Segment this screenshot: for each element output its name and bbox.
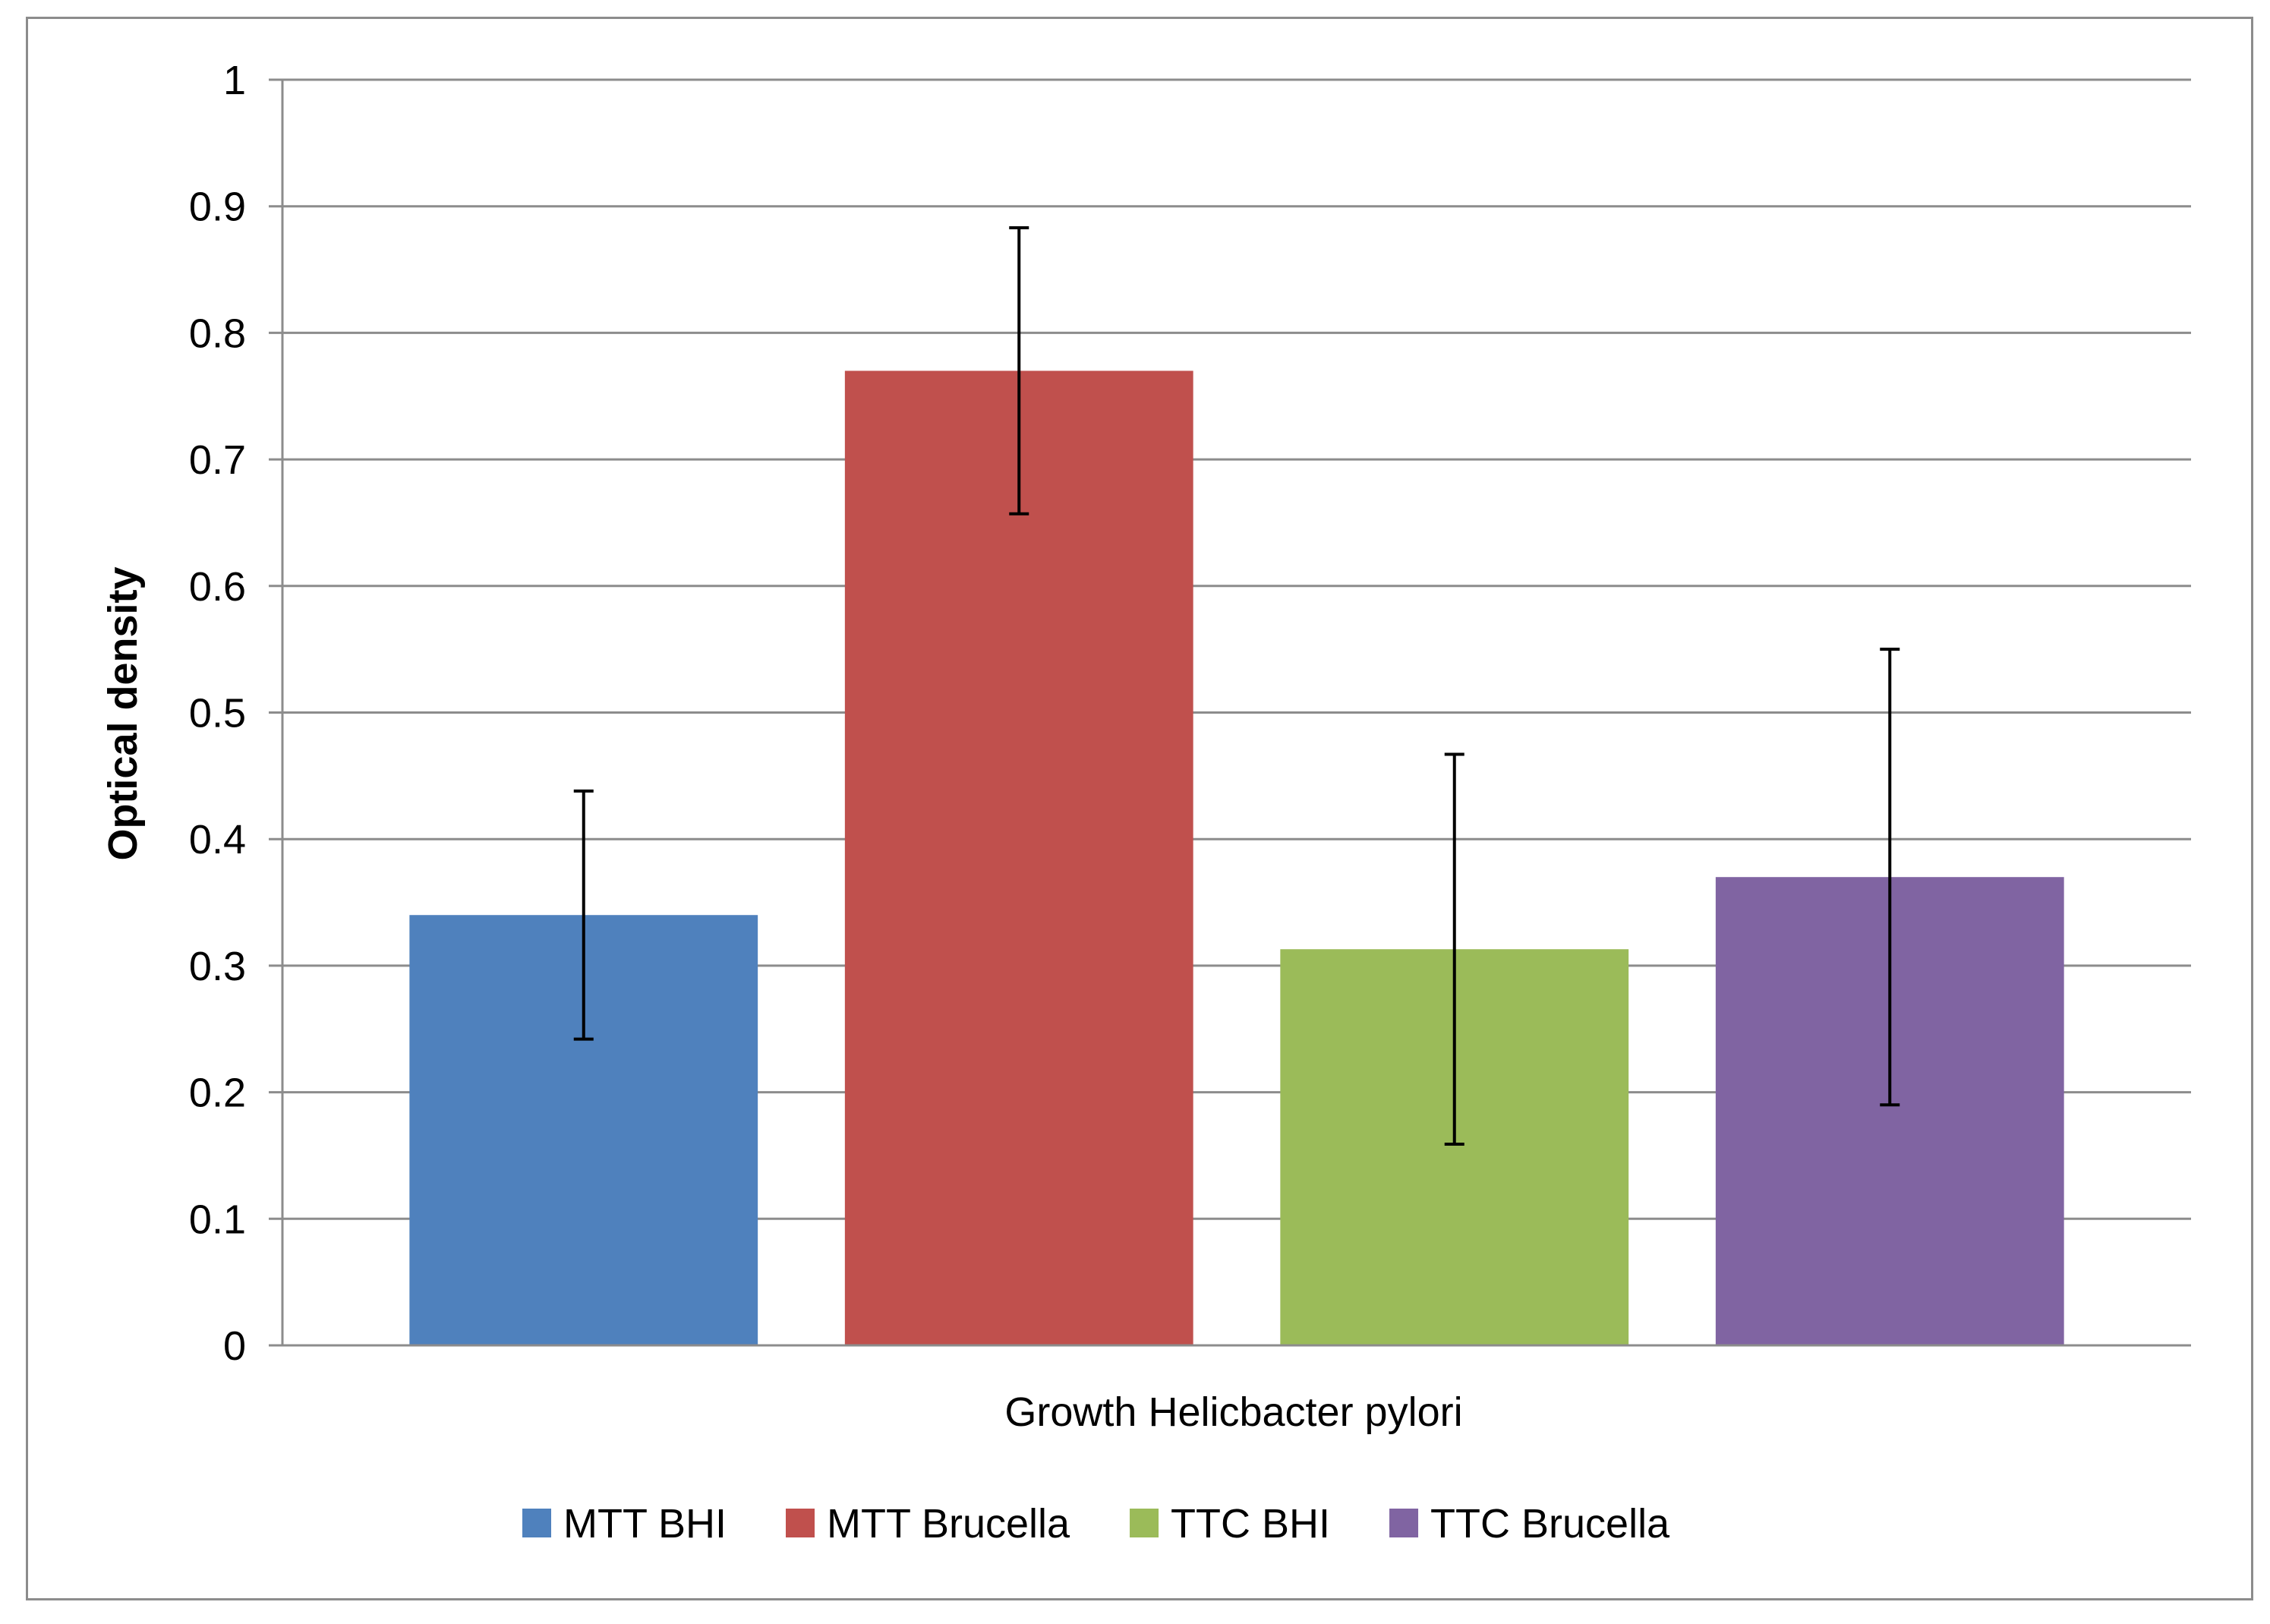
legend-swatch <box>1130 1509 1159 1537</box>
y-tick-label: 0 <box>223 1323 246 1369</box>
y-tick-label: 0.9 <box>189 184 246 230</box>
legend-label: TTC Brucella <box>1430 1501 1670 1547</box>
y-tick-label: 1 <box>223 58 246 103</box>
axes <box>281 80 2191 1347</box>
legend-label: MTT Brucella <box>827 1501 1070 1547</box>
y-tick-labels: 0 0.1 0.2 0.3 0.4 0.5 0.6 0.7 0.8 0.9 1 <box>189 58 246 1369</box>
y-tick-label: 0.8 <box>189 311 246 356</box>
y-tick-label: 0.7 <box>189 437 246 483</box>
bars <box>409 371 2064 1345</box>
legend: MTT BHI MTT Brucella TTC BHI TTC Brucella <box>522 1501 1670 1547</box>
legend-swatch <box>1389 1509 1419 1537</box>
legend-swatch <box>786 1509 815 1537</box>
y-tick-label: 0.1 <box>189 1197 246 1242</box>
error-bars <box>573 226 1900 1146</box>
legend-label: MTT BHI <box>563 1501 727 1547</box>
y-axis-title: Optical density <box>100 566 146 860</box>
y-tick-label: 0.3 <box>189 944 246 989</box>
y-tick-label: 0.5 <box>189 691 246 736</box>
bar-mtt-brucella <box>844 371 1193 1345</box>
legend-swatch <box>522 1509 551 1537</box>
y-tick-label: 0.4 <box>189 817 246 862</box>
x-axis-title: Growth Helicbacter pylori <box>1004 1389 1462 1435</box>
y-tick-label: 0.6 <box>189 564 246 610</box>
y-tick-label: 0.2 <box>189 1071 246 1116</box>
legend-label: TTC BHI <box>1171 1501 1330 1547</box>
